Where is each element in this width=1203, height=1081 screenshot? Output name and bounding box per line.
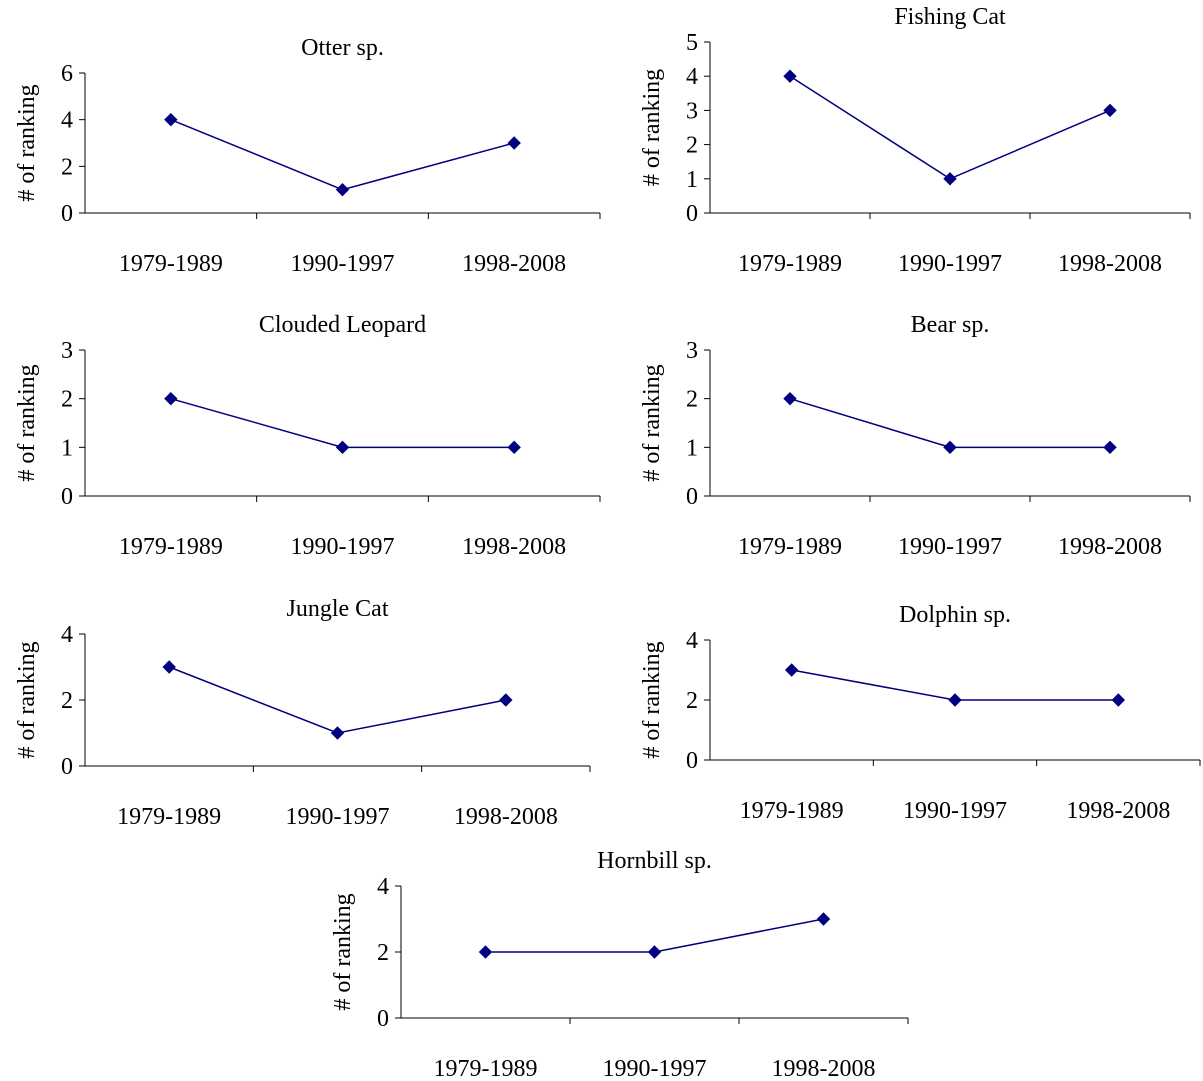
- series-line: [170, 397, 515, 449]
- y-tick-label: 0: [61, 484, 73, 510]
- chart-jungle-cat: Jungle Cat # of ranking 0 2 4 1979-1989 1990-1…: [14, 596, 591, 830]
- series-line: [168, 666, 506, 734]
- chart-fishing-cat: Fishing Cat # of ranking 0 1 2 3 4 5 1979-1989 19…: [639, 4, 1191, 277]
- y-tick-label: 2: [61, 688, 73, 714]
- y-tick-label: 2: [61, 154, 73, 180]
- y-axis-label: # of ranking: [639, 641, 665, 758]
- y-axis-label: # of ranking: [639, 364, 665, 481]
- x-tick-label: 1979-1989: [738, 534, 842, 560]
- chart-hornbill: Hornbill sp. # of ranking 0 2 4 1979-1989 1990…: [330, 848, 909, 1081]
- data-point-marker: [478, 945, 493, 959]
- series-line: [789, 397, 1110, 449]
- x-tick-label: 1998-2008: [1058, 534, 1162, 560]
- data-point-marker: [335, 182, 350, 197]
- y-tick-label: 4: [686, 628, 698, 654]
- y-tick-label: 4: [377, 874, 389, 900]
- y-axis-label: # of ranking: [639, 69, 665, 186]
- chart-otter: Otter sp. # of ranking 0 2 4 6 1979-1989 1990-1…: [14, 35, 601, 277]
- y-axis-label: # of ranking: [14, 641, 40, 758]
- data-point-marker: [816, 912, 831, 926]
- y-tick-label: 3: [61, 338, 73, 364]
- chart-title: Jungle Cat: [287, 596, 389, 622]
- y-axis-label: # of ranking: [14, 364, 40, 481]
- y-tick-label: 2: [61, 387, 73, 413]
- data-point-marker: [507, 136, 521, 150]
- y-tick-label: 0: [686, 201, 698, 227]
- y-tick-label: 0: [377, 1006, 389, 1032]
- y-tick-label: 2: [686, 133, 698, 159]
- data-point-marker: [507, 440, 521, 455]
- y-tick-label: 6: [61, 61, 73, 87]
- x-tick-label: 1990-1997: [898, 251, 1002, 277]
- data-point-marker: [1111, 693, 1126, 707]
- chart-title: Otter sp.: [301, 35, 384, 61]
- x-tick-label: 1998-2008: [1058, 251, 1162, 277]
- data-point-marker: [162, 660, 176, 674]
- y-tick-label: 1: [686, 167, 698, 193]
- data-point-marker: [164, 112, 178, 127]
- y-tick-label: 4: [61, 108, 73, 134]
- x-tick-label: 1990-1997: [291, 251, 395, 277]
- chart-dolphin: Dolphin sp. # of ranking 0 2 4 1979-1989 1990-…: [639, 602, 1201, 824]
- chart-title: Bear sp.: [911, 312, 990, 338]
- x-tick-label: 1979-1989: [119, 534, 223, 560]
- x-tick-label: 1998-2008: [462, 534, 566, 560]
- x-tick-label: 1979-1989: [740, 798, 844, 824]
- x-tick-label: 1998-2008: [772, 1056, 876, 1081]
- y-tick-label: 2: [377, 940, 389, 966]
- x-tick-label: 1990-1997: [286, 804, 390, 830]
- x-tick-label: 1998-2008: [462, 251, 566, 277]
- y-tick-label: 0: [686, 748, 698, 774]
- chart-title: Dolphin sp.: [899, 602, 1011, 628]
- chart-bear: Bear sp. # of ranking 0 1 2 3 1979-1989 1990-19…: [639, 312, 1191, 560]
- x-tick-label: 1990-1997: [903, 798, 1007, 824]
- data-point-marker: [783, 69, 797, 83]
- y-tick-label: 5: [686, 30, 698, 56]
- x-tick-label: 1990-1997: [291, 534, 395, 560]
- y-tick-label: 2: [686, 688, 698, 714]
- data-point-marker: [164, 391, 178, 406]
- data-point-marker: [948, 693, 962, 707]
- data-point-marker: [1103, 103, 1117, 118]
- x-tick-label: 1979-1989: [119, 251, 223, 277]
- x-tick-label: 1998-2008: [1066, 798, 1170, 824]
- y-tick-label: 1: [61, 435, 73, 461]
- y-tick-label: 3: [686, 338, 698, 364]
- data-point-marker: [647, 945, 662, 959]
- x-tick-label: 1998-2008: [454, 804, 558, 830]
- x-tick-label: 1979-1989: [434, 1056, 538, 1081]
- chart-title: Hornbill sp.: [597, 848, 712, 874]
- x-tick-label: 1979-1989: [117, 804, 221, 830]
- y-tick-label: 0: [61, 754, 73, 780]
- y-tick-label: 4: [686, 64, 698, 90]
- y-tick-label: 1: [686, 435, 698, 461]
- x-tick-label: 1990-1997: [898, 534, 1002, 560]
- y-tick-label: 3: [686, 98, 698, 124]
- series-line: [789, 75, 1111, 180]
- x-tick-label: 1990-1997: [603, 1056, 707, 1081]
- data-point-marker: [784, 663, 799, 677]
- chart-clouded-leopard: Clouded Leopard # of ranking 0 1 2 3 1979-1989…: [14, 312, 601, 560]
- chart-title: Fishing Cat: [894, 4, 1006, 30]
- x-tick-label: 1979-1989: [738, 251, 842, 277]
- series-line: [170, 118, 515, 191]
- data-point-marker: [783, 391, 797, 406]
- data-point-marker: [1103, 440, 1117, 455]
- data-point-marker: [499, 693, 513, 707]
- y-tick-label: 0: [686, 484, 698, 510]
- y-axis-label: # of ranking: [330, 893, 356, 1010]
- y-tick-label: 0: [61, 201, 73, 227]
- chart-title: Clouded Leopard: [259, 312, 426, 338]
- data-point-marker: [943, 172, 957, 186]
- y-tick-label: 2: [686, 387, 698, 413]
- data-point-marker: [943, 440, 957, 455]
- y-axis-label: # of ranking: [14, 84, 40, 201]
- y-tick-label: 4: [61, 622, 73, 648]
- data-point-marker: [330, 726, 345, 740]
- data-point-marker: [335, 440, 350, 455]
